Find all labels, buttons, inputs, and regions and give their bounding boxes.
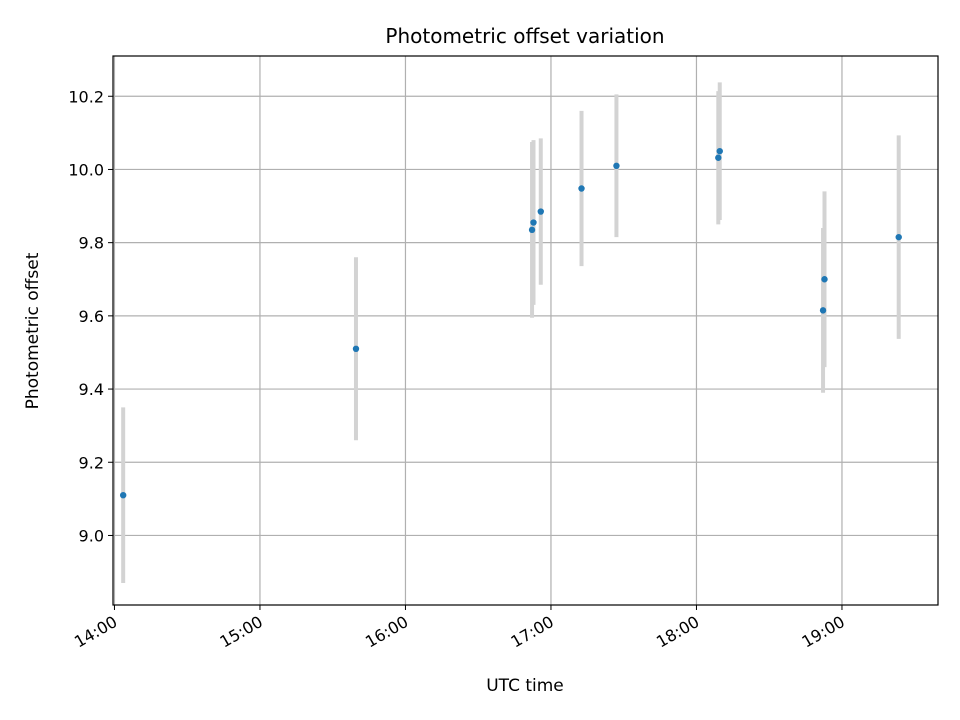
y-axis-ticks: 9.0 9.2 9.4 9.6 9.8 10.0 10.2 — [68, 87, 113, 545]
y-tick-label: 9.4 — [79, 380, 104, 399]
data-point — [821, 276, 828, 283]
data-point — [819, 307, 827, 314]
chart-title: Photometric offset variation — [385, 24, 664, 48]
data-point — [895, 233, 902, 241]
y-tick-label: 10.0 — [68, 160, 104, 179]
x-axis-label: UTC time — [486, 676, 564, 696]
y-tick-label: 10.2 — [68, 87, 104, 106]
data-point — [537, 208, 544, 215]
data-points — [119, 147, 902, 499]
y-axis-label: Photometric offset — [23, 252, 43, 409]
data-point — [119, 492, 127, 499]
data-point — [715, 154, 722, 161]
y-tick-label: 9.8 — [79, 234, 104, 253]
plot-area — [113, 56, 938, 605]
data-point — [716, 147, 723, 155]
data-point — [528, 226, 536, 234]
data-point — [578, 185, 585, 192]
plot-frame — [112, 55, 939, 606]
data-point — [613, 162, 620, 169]
y-tick-label: 9.6 — [79, 307, 104, 326]
data-point — [530, 219, 537, 226]
y-tick-label: 9.2 — [79, 453, 104, 472]
data-point — [352, 345, 360, 352]
grid — [113, 56, 938, 605]
y-tick-label: 9.0 — [79, 526, 104, 545]
